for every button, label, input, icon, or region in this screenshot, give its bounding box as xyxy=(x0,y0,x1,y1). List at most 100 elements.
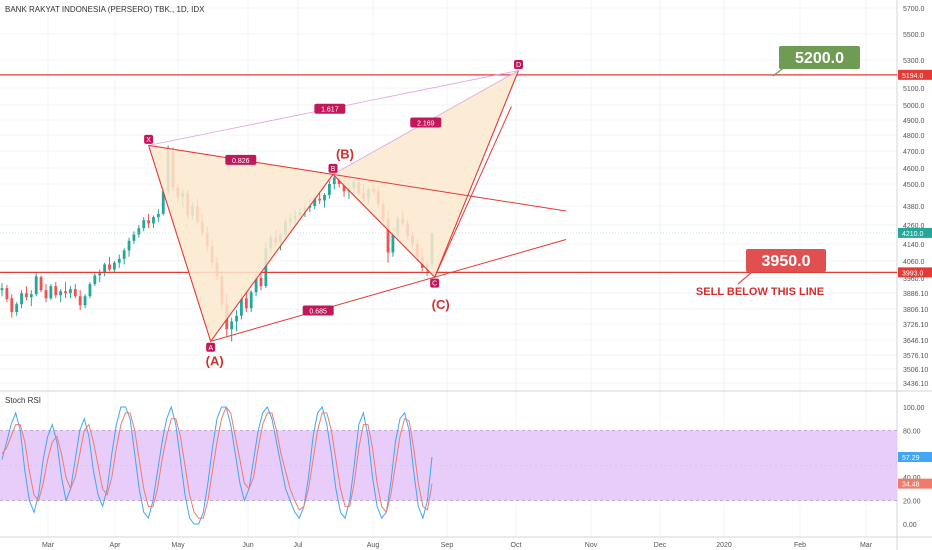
y-tick-label: 4600.0 xyxy=(903,166,925,173)
x-tick-label: Jul xyxy=(294,542,303,549)
candle-body xyxy=(54,286,58,296)
x-tick-label: Mar xyxy=(860,542,873,549)
y-tick-label: 4140.0 xyxy=(903,242,925,249)
rsi-badge: 57.29 xyxy=(902,455,920,462)
y-tick-label: 3960.0 xyxy=(903,276,925,283)
y-tick-label: 4500.0 xyxy=(903,182,925,189)
candle-body xyxy=(29,294,33,298)
projection-line xyxy=(434,106,512,278)
candle-body xyxy=(127,240,131,251)
point-marker-bg xyxy=(514,60,523,69)
y-tick-label: 3806.10 xyxy=(903,307,928,314)
candle-body xyxy=(244,298,248,309)
ratio-label-xd-bg xyxy=(314,103,346,114)
annotation-b: (B) xyxy=(336,146,354,161)
point-marker-bg xyxy=(328,163,338,173)
candle-body xyxy=(259,278,263,287)
x-tick-label: Apr xyxy=(110,542,122,549)
candle-body xyxy=(103,264,107,273)
point-marker-bg xyxy=(206,342,216,352)
ratio-label-ac-bg xyxy=(302,305,334,316)
y-tick-label: 5000.0 xyxy=(903,103,925,110)
rsi-series-k xyxy=(1,405,433,525)
y-tick-label: 3646.10 xyxy=(903,338,928,345)
candle-body xyxy=(386,218,390,253)
price-badge-bg xyxy=(898,227,932,238)
candle-body xyxy=(249,292,253,309)
rsi-y-tick-label: 0.00 xyxy=(903,522,917,529)
candle-body xyxy=(20,293,23,305)
ratio-label-xb: 0.826 xyxy=(232,158,250,165)
point-marker-a: A xyxy=(208,345,213,352)
rsi-series-d xyxy=(1,405,433,519)
candle-body xyxy=(137,228,141,235)
x-tick-label: Sep xyxy=(441,542,454,549)
candle-body xyxy=(318,198,322,201)
ratio-label-xb-bg xyxy=(225,154,257,165)
candle-body xyxy=(34,276,38,295)
candle-body xyxy=(391,234,395,253)
point-marker-d: D xyxy=(516,62,521,69)
target-callout-bg xyxy=(779,46,860,69)
pattern-xab-fill xyxy=(148,145,333,342)
x-tick-label: Nov xyxy=(585,542,598,549)
y-tick-label: 3886.10 xyxy=(903,291,928,298)
y-tick-label: 4700.0 xyxy=(903,149,925,156)
candle-body xyxy=(332,177,336,184)
sell-note: SELL BELOW THIS LINE xyxy=(696,286,824,298)
y-tick-label: 4380.0 xyxy=(903,204,925,211)
stop-callout: 3950.0 xyxy=(762,253,811,270)
lower-trendline xyxy=(210,239,567,342)
candle-body xyxy=(313,198,317,206)
y-tick-label: 5300.0 xyxy=(903,58,925,65)
point-marker-bg xyxy=(144,134,154,144)
candle-body xyxy=(78,296,82,306)
candle-body xyxy=(156,213,160,218)
y-tick-label: 3506.10 xyxy=(903,367,928,374)
stop-pointer xyxy=(737,271,753,285)
price-badge: 5194.0 xyxy=(902,73,924,80)
pattern-bcd-fill xyxy=(333,70,519,278)
y-tick-label: 4800.0 xyxy=(903,133,925,140)
candle-body xyxy=(83,296,87,306)
candle-body xyxy=(142,220,146,229)
x-tick-label: Dec xyxy=(654,542,667,549)
candle-body xyxy=(147,220,150,224)
target-callout: 5200.0 xyxy=(795,50,844,67)
y-tick-label: 4260.0 xyxy=(903,223,925,230)
candle-body xyxy=(112,262,116,270)
y-tick-label: 5500.0 xyxy=(903,32,925,39)
point-marker-c: C xyxy=(432,281,437,288)
candle-body xyxy=(161,191,165,214)
candle-body xyxy=(88,284,92,297)
price-badge-bg xyxy=(898,69,932,80)
ratio-label-bd: 2.169 xyxy=(417,120,435,127)
x-tick-label: Jun xyxy=(242,542,253,549)
candle-body xyxy=(235,315,238,322)
y-tick-label: 3576.10 xyxy=(903,353,928,360)
rsi-title: Stoch RSI xyxy=(5,396,42,405)
price-badge: 3993.0 xyxy=(902,270,924,277)
rsi-badge-bg xyxy=(898,478,932,489)
y-tick-label: 5100.0 xyxy=(903,86,925,93)
candle-body xyxy=(73,289,77,297)
candle-body xyxy=(10,298,14,313)
candle-body xyxy=(39,277,43,291)
upper-trendline xyxy=(148,144,567,212)
x-tick-label: May xyxy=(171,542,185,549)
point-marker-bg xyxy=(430,278,440,288)
rsi-badge-bg xyxy=(898,451,932,462)
candle-body xyxy=(0,288,4,291)
chart-title: BANK RAKYAT INDONESIA (PERSERO) TBK., 1D… xyxy=(5,5,205,14)
candle-body xyxy=(98,272,102,276)
candle-body xyxy=(93,275,97,285)
x-tick-label: Aug xyxy=(367,542,380,549)
ratio-label-bd-bg xyxy=(410,117,442,128)
rsi-band xyxy=(0,430,897,501)
candle-body xyxy=(342,184,346,192)
candle-body xyxy=(5,288,9,300)
rsi-y-tick-label: 80.00 xyxy=(903,428,921,435)
candle-body xyxy=(25,293,28,298)
point-marker-b: B xyxy=(331,166,336,173)
